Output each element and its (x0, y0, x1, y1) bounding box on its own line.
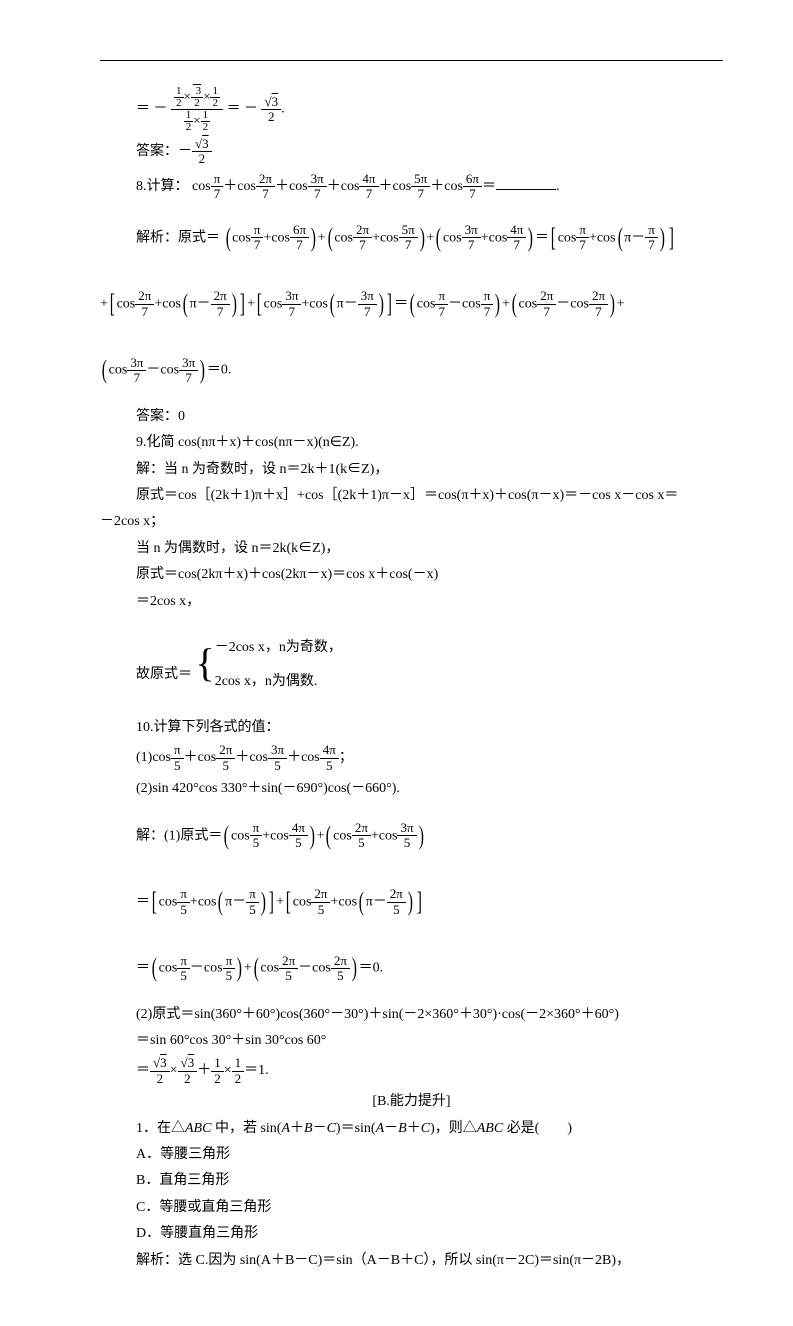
prev-expr: ＝ － 12× 32×12 12×12 ＝ － √32. (100, 86, 723, 133)
q9-sol-even-set: 当 n 为偶数时，设 n＝2k(k∈Z)， (100, 538, 723, 560)
q10-stem: 10.计算下列各式的值： (100, 717, 723, 739)
qB1-choice-C: C．等腰或直角三角形 (100, 1197, 723, 1219)
q10-sol-p2-step3: ＝√32×√32＋12×12＝1. (100, 1056, 723, 1087)
qB1-analysis: 解析：选 C.因为 sin(A＋B－C)＝sin（A－B＋C），所以 sin(π… (100, 1250, 723, 1272)
top-rule (100, 60, 723, 61)
q8-analysis-1: 解析：原式＝ (cosπ7+cos6π7)+(cos2π7+cos5π7)+(c… (100, 207, 723, 269)
q10-sol-p1-step1: 解：(1)原式＝(cosπ5+cos4π5)+(cos2π5+cos3π5) (100, 805, 723, 867)
qB1-choice-D: D．等腰直角三角形 (100, 1223, 723, 1245)
q10-sol-p2-step1: (2)原式＝sin(360°＋60°)cos(360°－30°)＋sin(－2×… (100, 1004, 723, 1026)
answer-label: 答案： (136, 144, 178, 159)
q10-sol-p1-step3: ＝(cosπ5－cosπ5)+(cos2π5－cos2π5)＝0. (100, 937, 723, 999)
q8-analysis-2: +[cos2π7+cos(π－2π7)]+[cos3π7+cos(π－3π7)]… (100, 273, 723, 335)
q8-number: 8. (136, 179, 147, 194)
prev-answer: 答案：－√32 (100, 137, 723, 168)
q9-sol-even-result: ＝2cos x， (100, 591, 723, 613)
q9-sol-even-expr: 原式＝cos(2kπ＋x)＋cos(2kπ－x)＝cos x＋cos(－x) (100, 564, 723, 586)
q8-answer: 答案：0 (100, 406, 723, 428)
q9-stem: 9.化简 cos(nπ＋x)＋cos(nπ－x)(n∈Z). (100, 432, 723, 454)
q10-sol-p1-step2: ＝[cosπ5+cos(π－π5)]+[cos2π5+cos(π－2π5)] (100, 871, 723, 933)
q10-sol-p2-step2: ＝sin 60°cos 30°＋sin 30°cos 60° (100, 1030, 723, 1052)
q9-sol-odd-result: －2cos x； (100, 511, 723, 533)
q10-p2: (2)sin 420°cos 330°＋sin(－690°)cos(－660°)… (100, 778, 723, 800)
q8-stem: 8.计算： cosπ7＋cos2π7＋cos3π7＋cos4π7＋cos5π7＋… (100, 172, 723, 203)
qB1-choice-A: A．等腰三角形 (100, 1144, 723, 1166)
section-b-heading: [B.能力提升] (100, 1091, 723, 1113)
q8-analysis-3: (cos3π7－cos3π7)＝0. (100, 339, 723, 401)
q9-sol-odd-expr: 原式＝cos［(2k＋1)π＋x］+cos［(2k＋1)π－x］＝cos(π＋x… (100, 485, 723, 507)
qB1-stem: 1．在△ABC 中，若 sin(A＋B－C)＝sin(A－B＋C)，则△ABC … (100, 1118, 723, 1140)
q8-blank (496, 176, 556, 190)
q10-p1: (1)cosπ5＋cos2π5＋cos3π5＋cos4π5； (100, 743, 723, 774)
qB1-choice-B: B．直角三角形 (100, 1170, 723, 1192)
q9-sol-odd-set: 解：当 n 为奇数时，设 n＝2k＋1(k∈Z)， (100, 459, 723, 481)
q9-cases: 故原式＝ { －2cos x，n为奇数， 2cos x，n为偶数. (100, 617, 723, 713)
page: ＝ － 12× 32×12 12×12 ＝ － √32. 答案：－√32 8.计… (0, 0, 793, 1326)
